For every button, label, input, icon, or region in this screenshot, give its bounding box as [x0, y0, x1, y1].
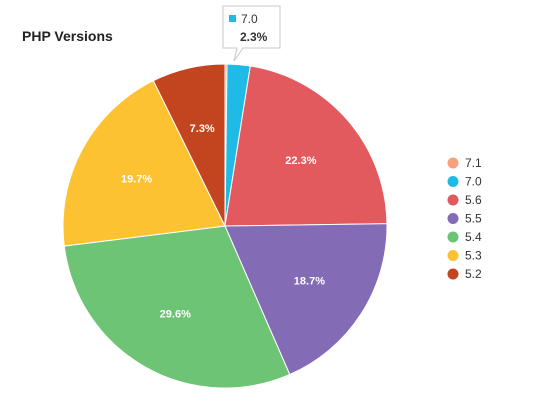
slice-label-5-2: 7.3% — [190, 123, 215, 135]
legend-label-5-4[interactable]: 5.4 — [465, 230, 482, 244]
tooltip: 7.0 2.3% — [222, 5, 281, 62]
slice-label-5-6: 22.3% — [285, 155, 316, 167]
legend-label-7-0[interactable]: 7.0 — [465, 175, 482, 189]
tooltip-series: 7.0 — [241, 12, 258, 26]
tooltip-box — [222, 5, 281, 62]
pie-slice-5-5[interactable] — [224, 223, 388, 376]
tooltip-swatch — [229, 15, 236, 22]
pie-slice-5-3[interactable] — [62, 80, 226, 247]
pie-slice-5-4[interactable] — [63, 225, 291, 389]
legend-label-7-1[interactable]: 7.1 — [465, 156, 482, 170]
slice-label-5-4: 29.6% — [160, 308, 191, 320]
tooltip-value: 2.3% — [240, 30, 268, 44]
legend-swatch-7-1 — [447, 157, 459, 169]
legend-swatch-5-4 — [447, 231, 459, 243]
legend-swatch-5-5 — [447, 213, 459, 224]
legend-swatch-5-6 — [447, 194, 459, 206]
legend: 7.1 7.0 5.6 5.5 5.4 5.3 5.2 — [447, 156, 482, 281]
legend-label-5-3[interactable]: 5.3 — [465, 249, 482, 263]
legend-label-5-2[interactable]: 5.2 — [465, 267, 482, 281]
pie-slice-labels: 22.3% 18.7% 29.6% 19.7% 7.3% — [121, 123, 325, 320]
pie-slices — [62, 63, 388, 389]
slice-label-5-3: 19.7% — [121, 173, 152, 185]
slice-label-5-5: 18.7% — [294, 275, 325, 287]
chart-title: PHP Versions — [22, 28, 113, 44]
legend-swatch-7-0 — [447, 176, 459, 187]
pie-slice-5-6[interactable] — [224, 65, 388, 227]
legend-label-5-6[interactable]: 5.6 — [465, 193, 482, 207]
legend-label-5-5[interactable]: 5.5 — [465, 212, 482, 226]
pie-slice-5-2[interactable] — [152, 63, 226, 227]
legend-swatch-5-2 — [447, 268, 459, 280]
legend-swatch-5-3 — [447, 250, 459, 261]
